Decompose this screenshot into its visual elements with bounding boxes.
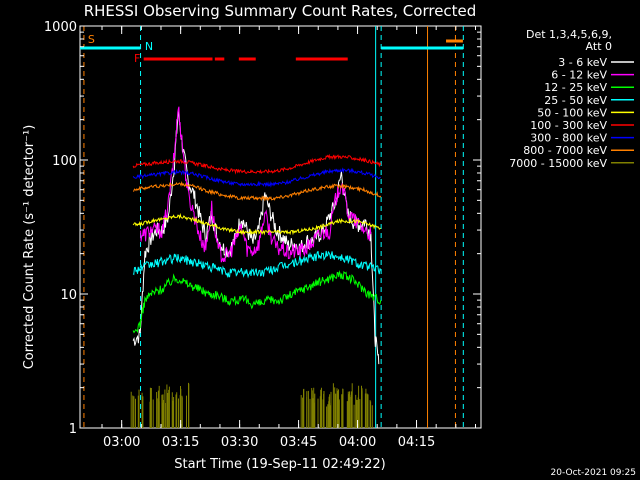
series-line (140, 106, 372, 263)
x-tick-label: 04:15 (398, 435, 435, 450)
x-axis: 03:00 03:15 03:30 03:45 04:00 04:15 (101, 26, 476, 450)
legend-entry-label: 50 - 100 keV (537, 106, 607, 119)
plot-frame (79, 25, 482, 429)
series-lines (130, 106, 382, 428)
series-line (132, 270, 382, 334)
series-line (132, 180, 382, 202)
series-line (132, 212, 382, 236)
x-tick-label: 03:30 (221, 435, 258, 450)
legend-entry-label: 3 - 6 keV (558, 56, 607, 69)
y-tick-label: 10 (60, 288, 77, 303)
series-line (130, 382, 373, 428)
footer-timestamp: 20-Oct-2021 09:25 (551, 468, 636, 478)
y-axis-label: Corrected Count Rate (s⁻¹ detector⁻¹) (22, 125, 37, 370)
legend-entry-label: 800 - 7000 keV (523, 144, 607, 157)
legend-entry-label: 25 - 50 keV (544, 94, 607, 107)
legend-entry-label: 6 - 12 keV (551, 69, 607, 82)
x-tick-label: 03:15 (162, 435, 199, 450)
series-line (132, 250, 382, 279)
legend-header: Att 0 (586, 40, 612, 53)
x-tick-label: 03:00 (103, 435, 140, 450)
legend-entry-label: 12 - 25 keV (544, 81, 607, 94)
legend-entry-label: 7000 - 15000 keV (509, 157, 607, 170)
saa-marker-label: S (88, 33, 95, 46)
legend-entry-label: 100 - 300 keV (530, 119, 607, 132)
series-line (132, 167, 381, 188)
flare-marker-label: F (134, 52, 140, 65)
y-tick-label: 1 (69, 422, 77, 437)
y-tick-label: 100 (52, 154, 77, 169)
y-axis: 1 10 100 1000 (44, 20, 481, 437)
legend-header: Det 1,3,4,5,6,9, (526, 28, 612, 41)
chart-title: RHESSI Observing Summary Count Rates, Co… (84, 2, 477, 20)
annotations: S NF (80, 26, 464, 428)
night-marker-label: N (145, 40, 153, 53)
y-tick-label: 1000 (44, 20, 77, 35)
legend-entry-label: 300 - 800 keV (530, 132, 607, 145)
x-tick-label: 03:45 (280, 435, 317, 450)
series-line (132, 153, 382, 175)
x-tick-label: 04:00 (339, 435, 376, 450)
x-axis-label: Start Time (19-Sep-11 02:49:22) (174, 457, 385, 472)
